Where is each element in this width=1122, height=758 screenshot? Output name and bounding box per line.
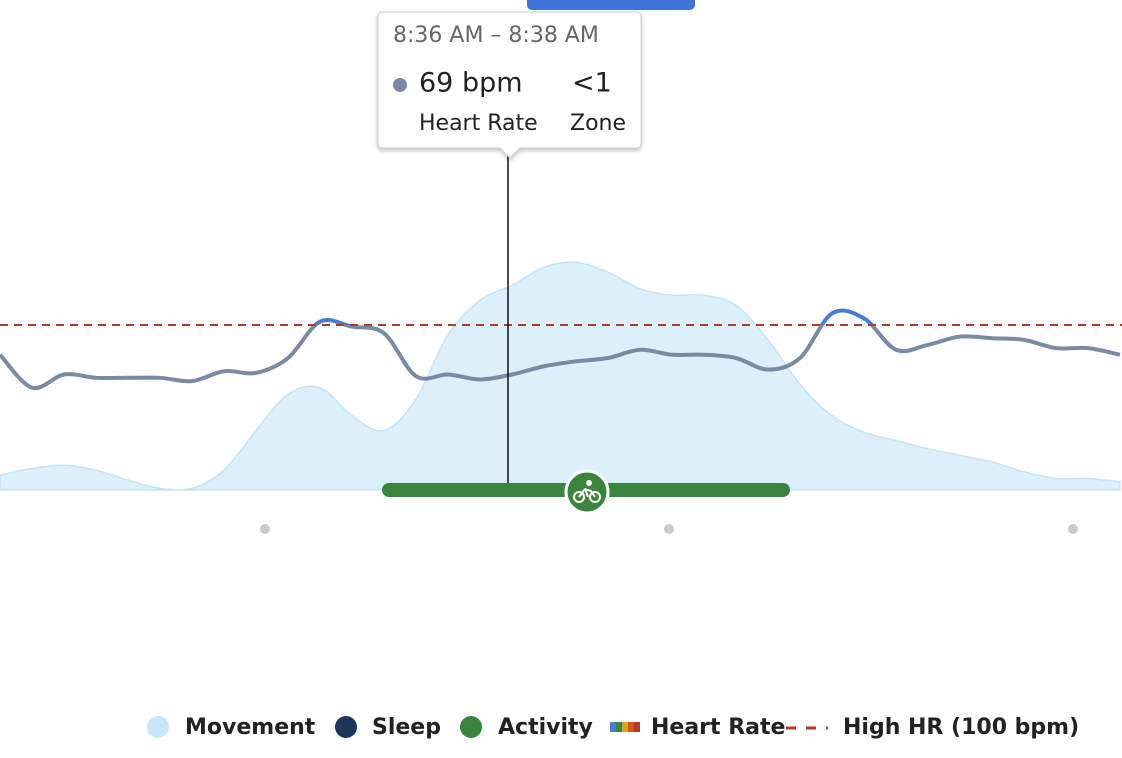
top-tab[interactable] xyxy=(527,0,695,10)
bike-icon xyxy=(573,480,601,503)
tooltip-box xyxy=(377,11,642,159)
time-dot xyxy=(664,524,674,534)
legend-label[interactable]: Sleep xyxy=(372,715,441,740)
legend-label[interactable]: High HR (100 bpm) xyxy=(843,715,1079,740)
legend: Movement Sleep Activity Heart Rate High … xyxy=(147,715,1079,740)
tooltip-value: 69 bpm xyxy=(419,68,523,99)
tooltip-dot xyxy=(393,78,407,92)
legend-label[interactable]: Activity xyxy=(498,715,593,740)
plot-area xyxy=(0,261,1122,491)
tooltip-zone-label: Zone xyxy=(570,111,626,136)
tooltip-zone: <1 xyxy=(572,68,612,99)
heart-rate-line xyxy=(0,308,1121,391)
legend-label[interactable]: Heart Rate xyxy=(651,715,785,740)
legend-swatch xyxy=(335,716,357,738)
legend-label[interactable]: Movement xyxy=(185,715,316,740)
legend-swatch xyxy=(460,716,482,738)
legend-swatch xyxy=(610,722,640,732)
time-dot xyxy=(260,524,270,534)
movement-area xyxy=(0,261,1121,491)
tooltip: 8:36 AM – 8:38 AM 69 bpm <1 Heart Rate Z… xyxy=(377,11,642,159)
legend-swatch xyxy=(147,716,169,738)
tooltip-time: 8:36 AM – 8:38 AM xyxy=(393,23,599,48)
tooltip-value-label: Heart Rate xyxy=(419,111,538,136)
time-dot xyxy=(1068,524,1078,534)
